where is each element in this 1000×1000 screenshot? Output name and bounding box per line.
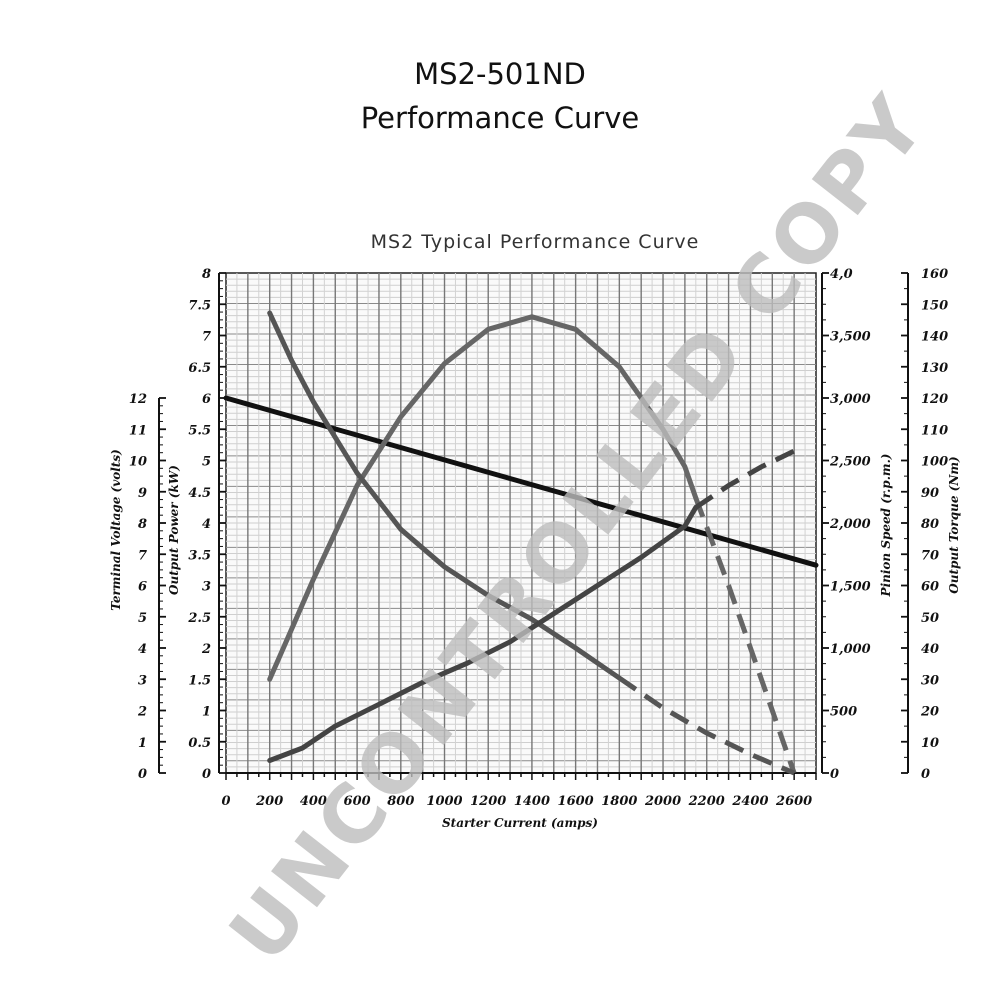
x-tick-label: 400 [300,794,327,809]
torque-tick-label: 140 [921,330,948,345]
voltage-tick-label: 4 [138,642,147,657]
voltage-tick-label: 2 [137,705,147,720]
power-series-line [267,314,699,682]
x-tick-label: 1800 [601,794,637,809]
speed-tick-label: 1,000 [830,642,871,657]
torque-tick-label: 60 [921,580,939,595]
speed-tick-label: 2,000 [829,517,871,532]
power-tick-label: 4 [202,517,211,532]
power-tick-label: 7.5 [188,298,211,313]
x-tick-label: 2000 [644,794,681,809]
speed-series-line-dashed [617,675,796,776]
power-tick-label: 6.5 [188,361,211,376]
x-tick-label: 1200 [470,794,506,809]
power-axis-label: Output Power (kW) [167,465,181,595]
torque-tick-label: 100 [921,455,948,470]
speed-tick-label: 3,000 [830,392,871,407]
torque-tick-label: 20 [920,705,939,720]
page-title: MS2-501ND Performance Curve [0,52,1000,140]
power-tick-label: 2 [201,642,211,657]
speed-axis-label: Pinion Speed (r.p.m.) [879,454,893,598]
power-tick-label: 1 [202,705,211,720]
x-axis-label: Starter Current (amps) [442,816,598,830]
speed-tick-label: 1,500 [830,580,871,595]
chart-grid [225,272,817,774]
voltage-tick-label: 12 [129,392,147,407]
page-title-subtitle: Performance Curve [360,101,640,135]
torque-axis-label: Output Torque (Nm) [947,456,961,593]
torque-tick-label: 10 [921,736,939,751]
chart-title: MS2 Typical Performance Curve [371,231,700,253]
voltage-series-line [223,395,819,568]
torque-tick-label: 160 [921,267,948,282]
x-tick-label: 1600 [558,794,594,809]
x-tick-label: 200 [255,794,283,809]
speed-tick-label: 4,0 [830,267,853,282]
speed-tick-label: 2,500 [829,455,871,470]
x-tick-label: 600 [344,794,371,809]
voltage-tick-label: 7 [138,548,147,563]
voltage-tick-label: 9 [138,486,147,501]
chart-series [223,310,819,776]
torque-tick-label: 110 [921,423,948,438]
torque-tick-label: 120 [921,392,948,407]
voltage-tick-label: 1 [138,736,147,751]
torque-tick-label: 130 [921,361,948,376]
x-tick-label: 0 [221,794,230,809]
torque-tick-label: 30 [921,673,939,688]
power-tick-label: 1.5 [188,673,211,688]
chart-axes: 0 200 400 600 800 1000 1200 1400 1600 1800 2000 220… [129,267,948,809]
voltage-tick-label: 11 [129,423,147,438]
voltage-tick-label: 10 [129,455,147,470]
power-tick-label: 0 [202,767,211,782]
torque-tick-label: 150 [921,298,948,313]
torque-series-line [267,504,699,763]
x-tick-label: 2600 [775,794,812,809]
power-tick-label: 6 [202,392,211,407]
voltage-tick-label: 6 [138,580,147,595]
torque-series-line-dashed [694,448,796,510]
torque-tick-label: 40 [921,642,939,657]
voltage-tick-label: 8 [138,517,147,532]
power-tick-label: 7 [202,330,211,345]
power-tick-label: 0.5 [188,736,211,751]
torque-tick-label: 70 [921,548,939,563]
torque-tick-label: 80 [921,517,939,532]
voltage-tick-label: 0 [138,767,147,782]
speed-series-line [267,310,622,681]
x-tick-label: 800 [387,794,414,809]
power-tick-label: 5.5 [188,423,211,438]
x-tick-label: 2400 [731,794,768,809]
power-tick-label: 5 [202,455,211,470]
voltage-axis-label: Terminal Voltage (volts) [109,449,123,610]
power-tick-label: 8 [202,267,211,282]
page-title-model: MS2-501ND [414,57,586,91]
torque-tick-label: 50 [921,611,939,626]
power-tick-label: 3 [202,580,211,595]
power-tick-label: 3.5 [188,548,211,563]
power-series-line-dashed [693,497,797,774]
speed-tick-label: 500 [830,705,857,720]
torque-tick-label: 0 [921,767,930,782]
x-tick-label: 1000 [426,794,462,809]
power-tick-label: 2.5 [187,611,211,626]
voltage-tick-label: 5 [138,611,147,626]
x-tick-label: 2200 [688,794,725,809]
x-tick-label: 1400 [514,794,550,809]
torque-tick-label: 90 [921,486,939,501]
speed-tick-label: 3,500 [830,330,871,345]
power-tick-label: 4.5 [188,486,211,501]
speed-tick-label: 0 [830,767,839,782]
voltage-tick-label: 3 [138,673,147,688]
